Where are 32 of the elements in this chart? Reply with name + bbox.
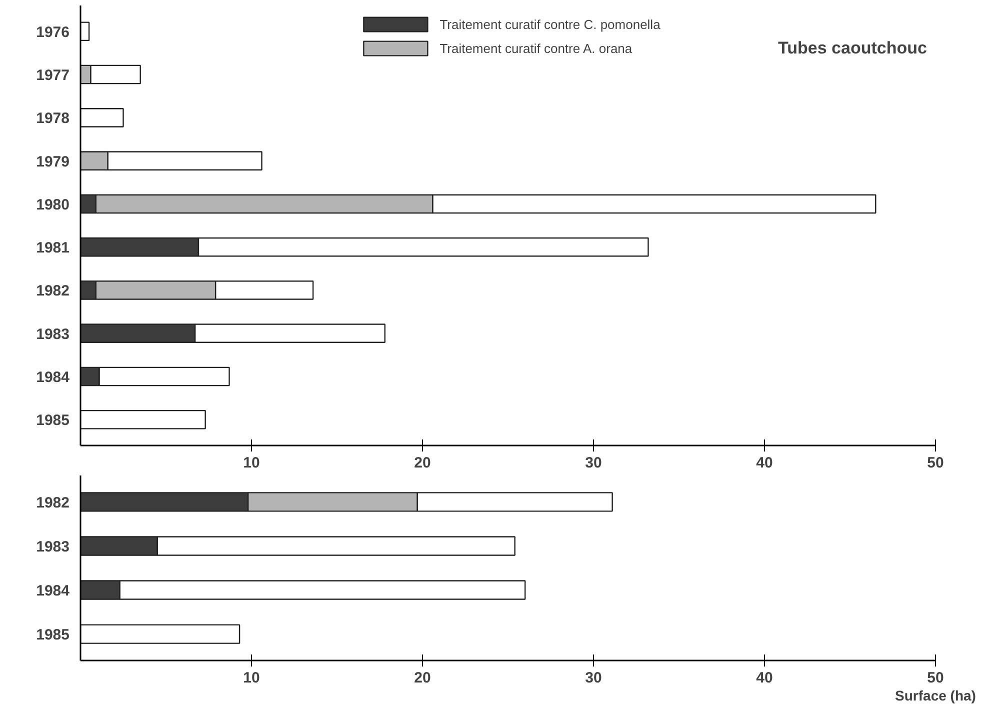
legend-label: Traitement curatif contre C. pomonella <box>440 16 660 32</box>
y-tick-label: 1985 <box>36 412 70 430</box>
x-tick-label: 10 <box>243 670 260 686</box>
x-tick-label: 20 <box>414 670 431 686</box>
y-tick-label: 1984 <box>36 368 70 386</box>
legend-label: Traitement curatif contre A. orana <box>440 40 632 56</box>
y-tick-label: 1983 <box>36 538 70 556</box>
y-tick-label: 1985 <box>36 626 70 644</box>
y-tick-label: 1982 <box>36 494 70 512</box>
y-tick-label: 1984 <box>36 582 70 600</box>
x-tick-label: 20 <box>414 454 431 472</box>
x-tick-label: 40 <box>756 454 773 472</box>
bar <box>80 624 240 644</box>
y-tick-label: 1978 <box>36 110 70 128</box>
y-tick-label: 1980 <box>36 196 70 214</box>
x-tick-label: 10 <box>243 454 260 472</box>
text: Tubes caoutchouc <box>778 38 927 58</box>
y-tick-label: 1977 <box>36 67 70 84</box>
x-tick-label: 30 <box>585 670 602 686</box>
y-tick-label: 1982 <box>36 282 70 300</box>
x-tick-label: 30 <box>585 454 602 472</box>
x-axis-title: Surface (ha) <box>895 688 976 704</box>
y-tick-label: 1981 <box>36 240 70 257</box>
x-tick-label: 50 <box>927 454 944 472</box>
bar <box>80 410 206 430</box>
bar <box>80 22 90 42</box>
x-tick-label: 40 <box>756 670 773 686</box>
bar <box>80 108 124 128</box>
x-tick-label: 50 <box>927 670 944 686</box>
y-tick-label: 1976 <box>36 24 70 41</box>
y-tick-label: 1983 <box>36 326 70 343</box>
y-tick-label: 1979 <box>36 153 70 170</box>
